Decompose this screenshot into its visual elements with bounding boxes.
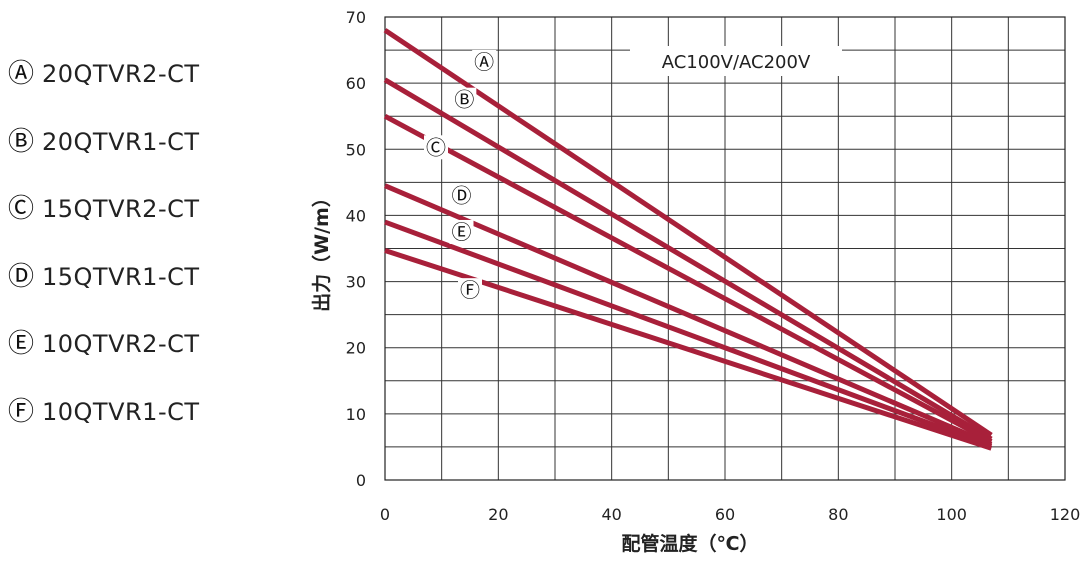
plot-frame bbox=[384, 16, 1066, 481]
x-tick-label: 100 bbox=[936, 505, 967, 524]
x-tick-label: 40 bbox=[601, 505, 621, 524]
legend-item: Ⓑ 20QTVR1-CT bbox=[8, 120, 200, 188]
legend-item: Ⓓ 15QTVR1-CT bbox=[8, 255, 200, 323]
series-line bbox=[384, 248, 993, 451]
series-marker-bg bbox=[458, 278, 482, 303]
y-tick-label: 20 bbox=[346, 339, 366, 358]
legend-label: 10QTVR1-CT bbox=[42, 397, 200, 426]
legend-item: Ⓐ 20QTVR2-CT bbox=[8, 52, 200, 120]
series-marker-bg bbox=[452, 87, 477, 112]
legend-label: 10QTVR2-CT bbox=[42, 330, 200, 359]
legend-item: Ⓔ 10QTVR2-CT bbox=[8, 322, 200, 390]
legend-marker: Ⓓ bbox=[8, 261, 35, 292]
series-lines bbox=[383, 28, 993, 451]
x-axis-label: 配管温度（℃） bbox=[621, 532, 758, 555]
legend-marker: Ⓕ bbox=[8, 396, 35, 427]
series-marker-bg bbox=[449, 219, 474, 244]
y-tick-label: 40 bbox=[346, 206, 366, 225]
y-tick-label: 60 bbox=[346, 74, 366, 93]
legend-marker: Ⓔ bbox=[8, 329, 35, 360]
legend-label: 20QTVR1-CT bbox=[42, 127, 200, 156]
series-marker-bg bbox=[424, 135, 448, 160]
legend-label: 15QTVR1-CT bbox=[42, 262, 200, 291]
legend: Ⓐ 20QTVR2-CT Ⓑ 20QTVR1-CT Ⓒ 15QTVR2-CT Ⓓ 15QTVR… bbox=[8, 52, 200, 458]
annotation-box bbox=[630, 46, 842, 76]
annotation-box-group: AC100V/AC200V bbox=[630, 46, 842, 76]
series-marker-label: Ⓔ bbox=[452, 220, 472, 244]
legend-marker: Ⓐ bbox=[8, 59, 35, 89]
series-line bbox=[383, 28, 993, 438]
series-line bbox=[383, 114, 993, 444]
series-line bbox=[384, 183, 993, 447]
x-tick-label: 20 bbox=[488, 505, 508, 524]
y-tick-label: 10 bbox=[346, 405, 366, 424]
tick-labels: 0 20 40 60 80 100 120 0 10 20 30 40 50 60 70 bbox=[346, 8, 1081, 524]
series-line bbox=[384, 219, 993, 449]
series-line bbox=[383, 77, 993, 442]
x-tick-label: 80 bbox=[828, 505, 848, 524]
series-marker-label: Ⓓ bbox=[452, 184, 472, 208]
x-tick-label: 120 bbox=[1050, 505, 1081, 524]
series-marker-label: Ⓑ bbox=[454, 88, 474, 112]
y-axis-label: 出力（W/m） bbox=[310, 188, 333, 312]
grid bbox=[384, 16, 1066, 481]
series-marker-bg bbox=[472, 49, 497, 74]
legend-item: Ⓕ 10QTVR1-CT bbox=[8, 390, 200, 458]
legend-label: 20QTVR2-CT bbox=[42, 60, 200, 88]
voltage-annotation: AC100V/AC200V bbox=[662, 52, 811, 73]
series-marker-bg bbox=[449, 183, 474, 208]
series-marker-label: Ⓐ bbox=[474, 50, 494, 74]
series-marker-label: Ⓕ bbox=[460, 278, 480, 302]
series-marker-label: Ⓒ bbox=[426, 135, 446, 159]
legend-item: Ⓒ 15QTVR2-CT bbox=[8, 187, 200, 255]
x-tick-label: 60 bbox=[715, 505, 735, 524]
y-tick-label: 0 bbox=[356, 471, 366, 490]
x-tick-label: 0 bbox=[380, 505, 390, 524]
legend-marker: Ⓑ bbox=[8, 126, 35, 157]
y-tick-label: 50 bbox=[346, 140, 366, 159]
y-tick-label: 30 bbox=[346, 273, 366, 292]
series-markers: ⒶⒷ Ⓒ Ⓓ Ⓔ Ⓕ bbox=[424, 49, 497, 303]
y-tick-label: 70 bbox=[346, 8, 366, 27]
legend-marker: Ⓒ bbox=[8, 194, 35, 225]
legend-label: 15QTVR2-CT bbox=[42, 195, 200, 224]
